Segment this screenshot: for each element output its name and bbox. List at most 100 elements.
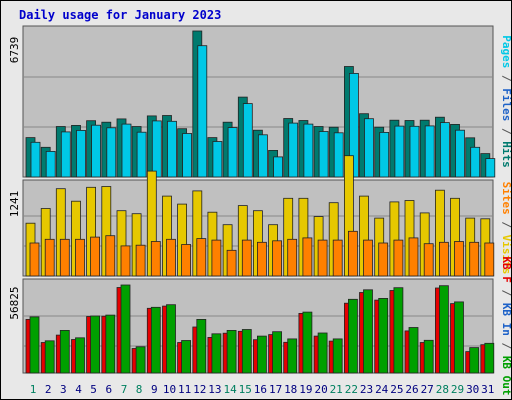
bar-hits-pages-day-26 — [409, 125, 420, 178]
x-tick-day-15: 15 — [239, 383, 252, 396]
bar-kbytes-kb-out-day-25 — [393, 287, 404, 374]
bar-visits-sites-day-10 — [166, 238, 176, 277]
legend-entry-kbytes-4: KB Out — [500, 356, 511, 396]
bar-visits-sites-day-19 — [302, 237, 313, 277]
bar-hits-pages-day-29 — [455, 129, 465, 178]
bar-hits-pages-day-11 — [182, 133, 193, 178]
bar-kbytes-kb-out-day-20 — [317, 332, 328, 374]
bar-hits-pages-day-1 — [30, 141, 41, 178]
bar-hits-pages-day-12 — [197, 45, 208, 178]
bar-hits-pages-day-9 — [151, 120, 162, 178]
bar-visits-sites-day-14 — [226, 249, 237, 277]
legend-entry-kbytes-0: KB F — [500, 256, 511, 283]
bar-visits-sites-day-29 — [454, 241, 464, 277]
bar-visits-sites-day-7 — [120, 245, 131, 277]
x-tick-day-17: 17 — [269, 383, 282, 396]
x-tick-day-29: 29 — [451, 383, 464, 396]
bar-hits-pages-day-17 — [273, 156, 284, 178]
bar-kbytes-kb-out-day-3 — [59, 329, 70, 374]
bar-kbytes-kb-out-day-10 — [166, 304, 176, 374]
bar-hits-pages-day-10 — [167, 120, 177, 178]
bar-kbytes-kb-out-day-19 — [302, 311, 313, 374]
x-tick-day-11: 11 — [178, 383, 191, 396]
bar-visits-sites-day-9 — [150, 241, 161, 277]
bar-visits-sites-day-11 — [181, 244, 192, 277]
bar-hits-pages-day-6 — [106, 127, 117, 178]
legend-entry-hits-0: Pages — [500, 35, 511, 68]
x-tick-day-18: 18 — [284, 383, 297, 396]
bar-hits-pages-day-28 — [439, 122, 450, 178]
bar-kbytes-kb-out-day-30 — [469, 347, 480, 374]
bar-kbytes-kb-out-day-5 — [90, 315, 100, 374]
x-tick-day-20: 20 — [314, 383, 327, 396]
bar-kbytes-kb-out-day-2 — [44, 340, 55, 374]
bar-kbytes-kb-out-day-18 — [287, 338, 298, 374]
x-tick-day-16: 16 — [254, 383, 267, 396]
bar-kbytes-kb-out-day-28 — [438, 285, 449, 374]
bar-hits-pages-day-23 — [364, 118, 374, 178]
bar-kbytes-kb-out-day-27 — [423, 339, 434, 374]
bar-hits-pages-day-15 — [242, 103, 253, 178]
bar-hits-pages-day-16 — [257, 134, 268, 178]
bar-visits-sites-day-31 — [484, 242, 495, 277]
bar-hits-pages-day-21 — [333, 132, 344, 178]
bar-visits-sites-day-3 — [59, 238, 70, 277]
x-tick-day-23: 23 — [360, 383, 373, 396]
bar-visits-sites-day-8 — [135, 244, 146, 277]
x-tick-day-27: 27 — [421, 383, 434, 396]
x-tick-day-31: 31 — [481, 383, 494, 396]
bar-visits-sites-day-15 — [241, 239, 252, 277]
bar-visits-sites-day-28 — [438, 241, 449, 277]
bar-hits-pages-day-13 — [212, 141, 223, 178]
bar-kbytes-kb-out-day-29 — [454, 301, 464, 374]
legend-entry-visits-0: Sites — [500, 182, 511, 215]
bar-kbytes-kb-out-day-31 — [484, 342, 495, 374]
bar-kbytes-kb-out-day-13 — [211, 333, 222, 374]
x-tick-day-24: 24 — [375, 383, 389, 396]
bar-hits-pages-day-14 — [227, 127, 238, 178]
bar-hits-pages-day-20 — [318, 131, 329, 178]
x-tick-day-12: 12 — [193, 383, 206, 396]
bar-visits-sites-day-27 — [423, 243, 434, 277]
chart-title: Daily usage for January 2023 — [19, 8, 222, 22]
x-tick-day-25: 25 — [390, 383, 403, 396]
bar-kbytes-kb-out-day-21 — [332, 338, 343, 374]
legend-entry-kbytes-3: / — [500, 336, 511, 356]
series-legend-hits: Pages / Files / Hits — [500, 35, 511, 168]
legend-entry-visits-2: Visits — [500, 235, 511, 275]
x-tick-day-1: 1 — [30, 383, 37, 396]
x-tick-day-5: 5 — [90, 383, 97, 396]
bar-visits-sites-day-5 — [90, 236, 100, 277]
bar-kbytes-kb-out-day-23 — [363, 289, 373, 374]
bar-kbytes-kb-out-day-15 — [241, 329, 252, 374]
x-tick-day-26: 26 — [405, 383, 418, 396]
bar-visits-sites-day-21 — [332, 239, 343, 277]
ymax-label-hits: 6739 — [8, 37, 21, 64]
x-tick-day-6: 6 — [105, 383, 112, 396]
bar-hits-pages-day-2 — [45, 150, 56, 178]
legend-entry-kbytes-1: / — [500, 283, 511, 303]
x-tick-day-8: 8 — [136, 383, 143, 396]
bar-visits-sites-day-25 — [393, 239, 404, 277]
legend-entry-hits-4: Hits — [500, 141, 511, 168]
bar-visits-sites-day-17 — [272, 240, 283, 277]
bar-visits-sites-day-20 — [317, 239, 328, 277]
x-tick-day-22: 22 — [345, 383, 358, 396]
bar-hits-pages-day-8 — [136, 131, 147, 178]
x-tick-day-7: 7 — [121, 383, 128, 396]
ymax-label-kbytes: 56825 — [8, 286, 21, 319]
legend-entry-hits-2: Files — [500, 88, 511, 121]
legend-entry-hits-1: / — [500, 68, 511, 88]
series-legend-visits: Sites / Visits — [500, 182, 511, 275]
bar-kbytes-kb-out-day-24 — [378, 297, 389, 374]
bar-hits-pages-day-25 — [394, 125, 405, 178]
bar-hits-pages-day-30 — [470, 146, 481, 178]
legend-entry-visits-1: / — [500, 215, 511, 235]
ymax-label-visits: 1241 — [8, 191, 21, 218]
bar-kbytes-kb-out-day-6 — [105, 314, 116, 374]
x-tick-day-10: 10 — [163, 383, 176, 396]
bar-visits-sites-day-16 — [256, 241, 267, 277]
x-tick-day-30: 30 — [466, 383, 479, 396]
bar-visits-sites-day-24 — [378, 242, 389, 277]
